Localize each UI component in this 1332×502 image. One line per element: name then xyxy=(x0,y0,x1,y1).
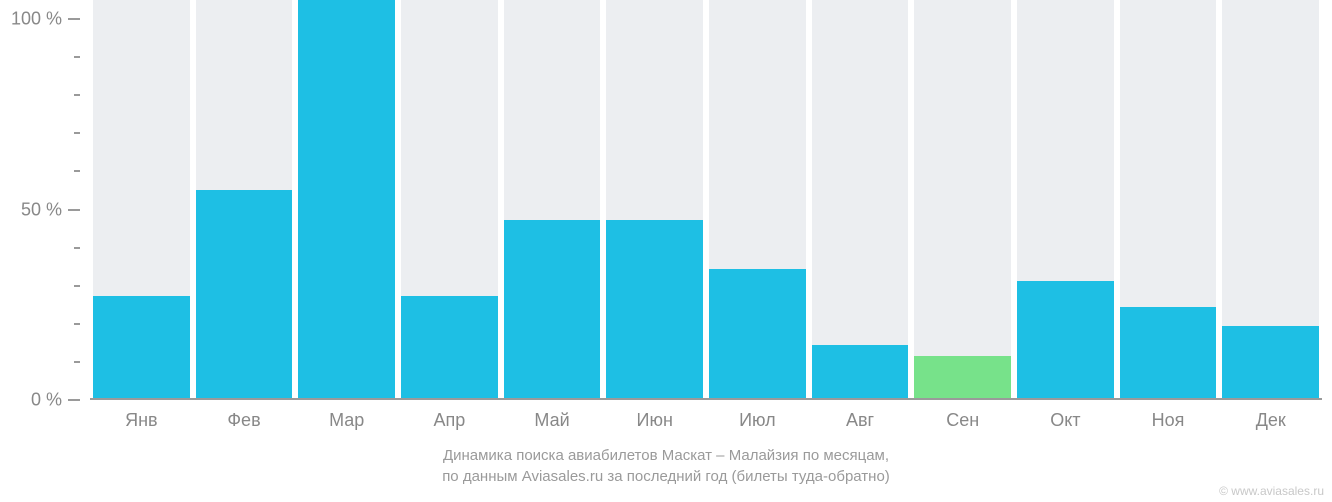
bar-fill xyxy=(606,220,703,398)
bar-slot xyxy=(1117,0,1220,398)
y-minor-tick xyxy=(74,361,80,363)
bars-region xyxy=(90,0,1322,398)
bar-fill xyxy=(93,296,190,398)
x-axis-label: Янв xyxy=(90,410,193,431)
bar-fill xyxy=(914,356,1011,398)
y-tick-label: 50 % xyxy=(21,199,62,220)
bar-fill xyxy=(709,269,806,398)
bar-fill xyxy=(1222,326,1319,398)
y-axis: 0 %50 %100 % xyxy=(0,0,90,400)
bar-slot xyxy=(501,0,604,398)
bar-slot xyxy=(193,0,296,398)
bar-slot xyxy=(398,0,501,398)
y-major-tick xyxy=(68,399,80,401)
bar-fill xyxy=(196,190,293,398)
y-minor-tick xyxy=(74,94,80,96)
bar-slot xyxy=(809,0,912,398)
bar-slot xyxy=(295,0,398,398)
bar-slot xyxy=(911,0,1014,398)
x-axis-label: Апр xyxy=(398,410,501,431)
x-axis-label: Май xyxy=(501,410,604,431)
caption-line-1: Динамика поиска авиабилетов Маскат – Мал… xyxy=(0,445,1332,466)
bar-slot xyxy=(90,0,193,398)
y-minor-tick xyxy=(74,285,80,287)
monthly-search-chart: 0 % 50 % 100 % ЯнвФевМарАпрМайИюнИюлАвгСен… xyxy=(0,0,1332,502)
y-minor-tick xyxy=(74,132,80,134)
y-minor-tick xyxy=(74,170,80,172)
bar-slot xyxy=(1014,0,1117,398)
chart-caption: Динамика поиска авиабилетов Маскат – Мал… xyxy=(0,445,1332,487)
x-axis-label: Окт xyxy=(1014,410,1117,431)
y-major-tick xyxy=(68,18,80,20)
x-axis-label: Фев xyxy=(193,410,296,431)
x-axis-label: Авг xyxy=(809,410,912,431)
bar-background xyxy=(914,0,1011,398)
bar-slot xyxy=(706,0,809,398)
x-axis-label: Сен xyxy=(911,410,1014,431)
x-axis-label: Ноя xyxy=(1117,410,1220,431)
x-axis-label: Июл xyxy=(706,410,809,431)
bar-background xyxy=(812,0,909,398)
y-major-tick xyxy=(68,209,80,211)
bar-fill xyxy=(1120,307,1217,398)
attribution-text: © www.aviasales.ru xyxy=(1219,484,1324,498)
x-axis-label: Дек xyxy=(1219,410,1322,431)
bar-fill xyxy=(1017,281,1114,399)
bar-fill xyxy=(812,345,909,398)
bar-fill xyxy=(504,220,601,398)
y-tick-label: 0 % xyxy=(31,390,62,411)
bar-fill xyxy=(401,296,498,398)
x-axis-label: Июн xyxy=(603,410,706,431)
x-axis-labels: ЯнвФевМарАпрМайИюнИюлАвгСенОктНояДек xyxy=(90,410,1322,431)
x-axis-label: Мар xyxy=(295,410,398,431)
y-minor-tick xyxy=(74,323,80,325)
plot-area xyxy=(90,0,1322,400)
y-minor-tick xyxy=(74,56,80,58)
y-tick-label: 100 % xyxy=(11,9,62,30)
y-minor-tick xyxy=(74,247,80,249)
bar-slot xyxy=(1219,0,1322,398)
bar-slot xyxy=(603,0,706,398)
bar-fill xyxy=(298,0,395,398)
caption-line-2: по данным Aviasales.ru за последний год … xyxy=(0,466,1332,487)
